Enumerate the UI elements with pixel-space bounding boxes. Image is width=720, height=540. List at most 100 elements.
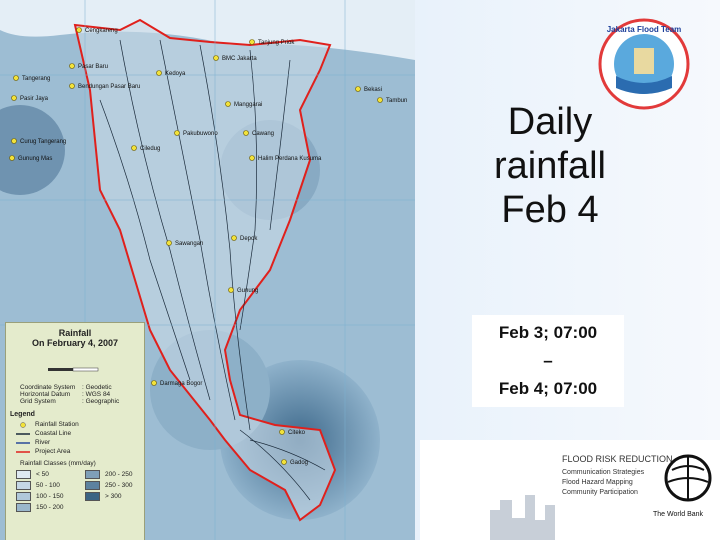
class-swatch	[85, 492, 100, 501]
title-line: Feb 4	[501, 189, 599, 231]
frr-line: Community Participation	[562, 489, 638, 496]
station-label: Cengkareng	[85, 28, 118, 34]
coordinate-row: Horizontal Datum: WGS 84	[20, 391, 144, 398]
station-label: Cawang	[252, 131, 274, 137]
rainfall-station	[131, 145, 137, 151]
station-label: Gadog	[290, 460, 308, 466]
legend-symbol	[16, 441, 30, 444]
legend-heading: Legend	[10, 411, 35, 418]
rainfall-station	[11, 138, 17, 144]
rainfall-station	[355, 86, 361, 92]
rainfall-station	[13, 75, 19, 81]
legend-item: Rainfall Station	[16, 420, 144, 429]
legend-subtitle: On February 4, 2007	[31, 338, 119, 348]
logo-graphic: Jakarta Flood Team	[598, 18, 690, 110]
class-swatch	[85, 470, 100, 479]
legend-item: River	[16, 438, 144, 447]
station-label: Tambun	[386, 98, 407, 104]
coordinate-value: : Geodetic	[82, 384, 112, 391]
station-label: Darmaga Bogor	[160, 381, 202, 387]
legend-label: Coastal Line	[35, 430, 72, 437]
rainfall-station	[213, 55, 219, 61]
scale-bar	[48, 367, 99, 372]
world-bank: The World Bank	[653, 511, 704, 518]
footer-graphic: FLOOD RISK REDUCTION Communication Strat…	[490, 454, 712, 540]
rainfall-station	[174, 130, 180, 136]
class-label: 200 - 250	[105, 471, 133, 478]
rainfall-station	[69, 83, 75, 89]
legend-symbol	[16, 432, 30, 435]
period-line: Feb 4; 07:00	[498, 379, 598, 398]
title-line: rainfall	[494, 145, 606, 187]
rainfall-station	[156, 70, 162, 76]
rainfall-station	[249, 155, 255, 161]
station-label: Tangerang	[22, 76, 50, 82]
coordinate-row: Grid System : Geographic	[20, 398, 144, 405]
station-label: Gunung Mas	[18, 156, 52, 162]
legend-item: Coastal Line	[16, 429, 144, 438]
rainfall-station	[76, 27, 82, 33]
legend-item: Project Area	[16, 447, 144, 456]
coordinate-row: Coordinate System : Geodetic	[20, 384, 144, 391]
frr-title: FLOOD RISK REDUCTION	[562, 454, 673, 464]
station-label: Curug Tangerang	[20, 139, 66, 145]
rainfall-station	[151, 380, 157, 386]
rainfall-station	[9, 155, 15, 161]
rainfall-station	[166, 240, 172, 246]
coordinate-key: Coordinate System	[20, 384, 76, 391]
class-label: 100 - 150	[36, 493, 64, 500]
rainfall-class: > 300	[85, 491, 144, 502]
rainfall-class: < 50	[16, 469, 75, 480]
station-label: Manggarai	[234, 102, 262, 108]
classes-heading: Rainfall Classes (mm/day)	[20, 460, 96, 467]
station-label: Halim Perdana Kusuma	[258, 156, 322, 162]
station-label: Pasar Baru	[78, 64, 108, 70]
class-label: 150 - 200	[36, 504, 64, 511]
footer-logos: FLOOD RISK REDUCTION Communication Strat…	[420, 440, 720, 540]
rainfall-class: 250 - 300	[85, 480, 144, 491]
class-swatch	[16, 492, 31, 501]
station-label: Pakubuwono	[183, 131, 218, 137]
class-label: 50 - 100	[36, 482, 60, 489]
rainfall-class: 200 - 250	[85, 469, 144, 480]
legend-label: Rainfall Station	[35, 421, 79, 428]
station-label: BMC Jakarta	[222, 56, 257, 62]
rainfall-station	[228, 287, 234, 293]
rainfall-station	[225, 101, 231, 107]
rainfall-station	[279, 429, 285, 435]
coordinate-key: Grid System	[20, 398, 56, 405]
rainfall-station	[243, 130, 249, 136]
legend-label: Project Area	[35, 448, 71, 455]
period-line: Feb 3; 07:00	[498, 323, 598, 342]
jakarta-flood-team-logo: Jakarta Flood Team	[598, 18, 690, 110]
legend-symbol	[16, 450, 30, 453]
frr-line: Flood Hazard Mapping	[562, 479, 633, 486]
station-label: Gunung	[237, 288, 258, 294]
rainfall-station	[281, 459, 287, 465]
station-label: Bekasi	[364, 87, 382, 93]
station-label: Depok	[240, 236, 258, 242]
coordinate-key: Horizontal Datum	[20, 391, 71, 398]
rainfall-station	[249, 39, 255, 45]
slide-title: Daily rainfall Feb 4	[440, 100, 660, 232]
class-swatch	[16, 503, 31, 512]
rainfall-station	[377, 97, 383, 103]
legend-label: River	[35, 439, 51, 446]
class-label: < 50	[36, 471, 49, 478]
title-line: Daily	[507, 101, 593, 143]
rainfall-class: 150 - 200	[16, 502, 75, 513]
coordinate-value: : Geographic	[82, 398, 120, 405]
class-label: > 300	[105, 493, 122, 500]
period-box: Feb 3; 07:00 – Feb 4; 07:00	[472, 315, 624, 407]
symbol	[20, 421, 26, 428]
legend-title: Rainfall	[58, 328, 92, 338]
class-swatch	[16, 470, 31, 479]
rainfall-class: 50 - 100	[16, 480, 75, 491]
station-label: Pasir Jaya	[20, 96, 49, 102]
period-line: –	[543, 351, 553, 370]
frr-line: Communication Strategies	[562, 469, 645, 476]
class-label: 250 - 300	[105, 482, 133, 489]
rainfall-station	[11, 95, 17, 101]
station-label: Tanjung Priok	[258, 40, 295, 46]
